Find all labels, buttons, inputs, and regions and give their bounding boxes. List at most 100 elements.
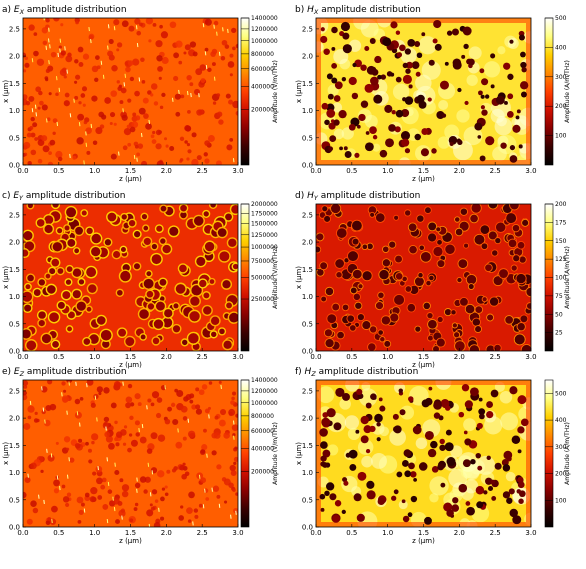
heatmap-speck: [72, 155, 77, 160]
heatmap-speck: [42, 145, 50, 153]
heatmap-ring: [40, 332, 53, 345]
heatmap-hole: [343, 146, 348, 151]
heatmap-speck: [98, 111, 105, 118]
heatmap-ring: [82, 336, 92, 347]
x-tick-label: 0.5: [53, 167, 64, 175]
heatmap-speck: [30, 132, 36, 138]
heatmap-ring: [498, 268, 509, 279]
heatmap-hole: [322, 449, 331, 458]
heatmap-ring: [186, 331, 201, 345]
heatmap-hole: [464, 400, 473, 409]
heatmap-ring: [378, 269, 390, 281]
heatmap-streak: [76, 411, 79, 416]
heatmap-hole: [467, 58, 475, 66]
heatmap-hotspot: [429, 493, 439, 503]
heatmap-speck: [107, 489, 113, 494]
heatmap-speck: [36, 418, 40, 423]
heatmap-speck: [137, 402, 142, 407]
heatmap-speck: [189, 399, 194, 404]
heatmap-streak: [68, 457, 70, 462]
heatmap-speck: [141, 160, 148, 165]
heatmap-ring: [484, 263, 493, 273]
colorbar-tick-label: 200: [555, 103, 567, 110]
heatmap-speck: [151, 139, 157, 144]
heatmap-speck: [184, 471, 190, 477]
heatmap-hotspot: [464, 479, 479, 494]
heatmap-speck: [211, 432, 218, 439]
heatmap-speck: [46, 117, 51, 122]
heatmap-hotspot: [456, 109, 470, 123]
heatmap-speck: [94, 77, 99, 82]
heatmap-ring: [35, 217, 46, 229]
heatmap-hole: [461, 384, 470, 392]
heatmap-speck: [75, 74, 81, 80]
heatmap-speck: [108, 442, 115, 450]
x-tick-label: 1.0: [382, 529, 393, 537]
heatmap-ring: [468, 344, 480, 351]
heatmap-ring: [145, 269, 153, 278]
heatmap-speck: [55, 92, 59, 97]
heatmap-speck: [45, 404, 52, 411]
heatmap-speck: [179, 158, 184, 162]
x-tick-label: 2.0: [161, 167, 172, 175]
heatmap-streak: [204, 51, 207, 56]
heatmap-hole: [410, 495, 418, 503]
heatmap-hotspot: [400, 47, 417, 64]
heatmap-speck: [58, 45, 62, 49]
heatmap-hole: [485, 94, 490, 99]
y-tick-label: 1.5: [302, 266, 313, 274]
heatmap-speck: [103, 416, 110, 423]
y-tick-label: 0.0: [9, 162, 20, 170]
heatmap-ring: [435, 337, 446, 348]
heatmap-speck: [45, 68, 50, 74]
heatmap-ring: [457, 258, 469, 270]
heatmap-speck: [223, 432, 230, 439]
heatmap-streak: [208, 414, 210, 419]
heatmap-ring: [63, 224, 71, 232]
heatmap-speck: [139, 436, 147, 444]
colorbar-tick-label: 1500000: [251, 221, 278, 228]
heatmap-speck: [127, 447, 132, 453]
heatmap-speck: [160, 516, 165, 521]
heatmap-hole: [451, 504, 460, 512]
heatmap-speck: [228, 482, 234, 489]
heatmap-speck: [127, 142, 132, 147]
heatmap-ring: [471, 317, 481, 327]
heatmap-ring: [479, 224, 491, 235]
heatmap-hole: [511, 435, 521, 445]
heatmap-ring: [194, 255, 207, 268]
heatmap-ring: [507, 238, 518, 249]
heatmap-hole: [370, 393, 377, 400]
heatmap-speck: [23, 491, 27, 499]
heatmap-hole: [351, 92, 359, 100]
heatmap-hole: [518, 34, 525, 41]
colorbar-tick-label: 400000: [251, 445, 274, 452]
colorbar-tick-label: 25: [555, 330, 563, 337]
heatmap-speck: [119, 100, 124, 105]
heatmap-hole: [320, 507, 325, 512]
heatmap-speck: [191, 404, 197, 410]
heatmap-ring: [324, 338, 335, 349]
colorbar-tick-label: 1200000: [251, 388, 278, 395]
heatmap-streak: [190, 93, 192, 98]
heatmap-speck: [231, 424, 238, 431]
heatmap-ring: [209, 315, 221, 327]
heatmap-hole: [500, 142, 507, 149]
heatmap-hole: [354, 152, 360, 158]
heatmap-speck: [63, 100, 70, 107]
heatmap-speck: [91, 433, 99, 441]
colorbar-tick-label: 1400000: [251, 377, 278, 384]
heatmap-hole: [485, 136, 495, 146]
heatmap-hotspot: [359, 388, 378, 407]
heatmap-streak: [113, 26, 116, 31]
heatmap-hole: [463, 43, 469, 50]
x-tick-label: 2.0: [454, 529, 465, 537]
heatmap-hole: [483, 490, 488, 495]
heatmap-hole: [509, 386, 518, 395]
heatmap-hole: [439, 80, 449, 90]
heatmap-hole: [405, 68, 411, 74]
heatmap-ring: [178, 204, 189, 213]
heatmap-hole: [464, 100, 469, 106]
heatmap-speck: [90, 487, 98, 495]
heatmap-hole: [517, 395, 527, 405]
